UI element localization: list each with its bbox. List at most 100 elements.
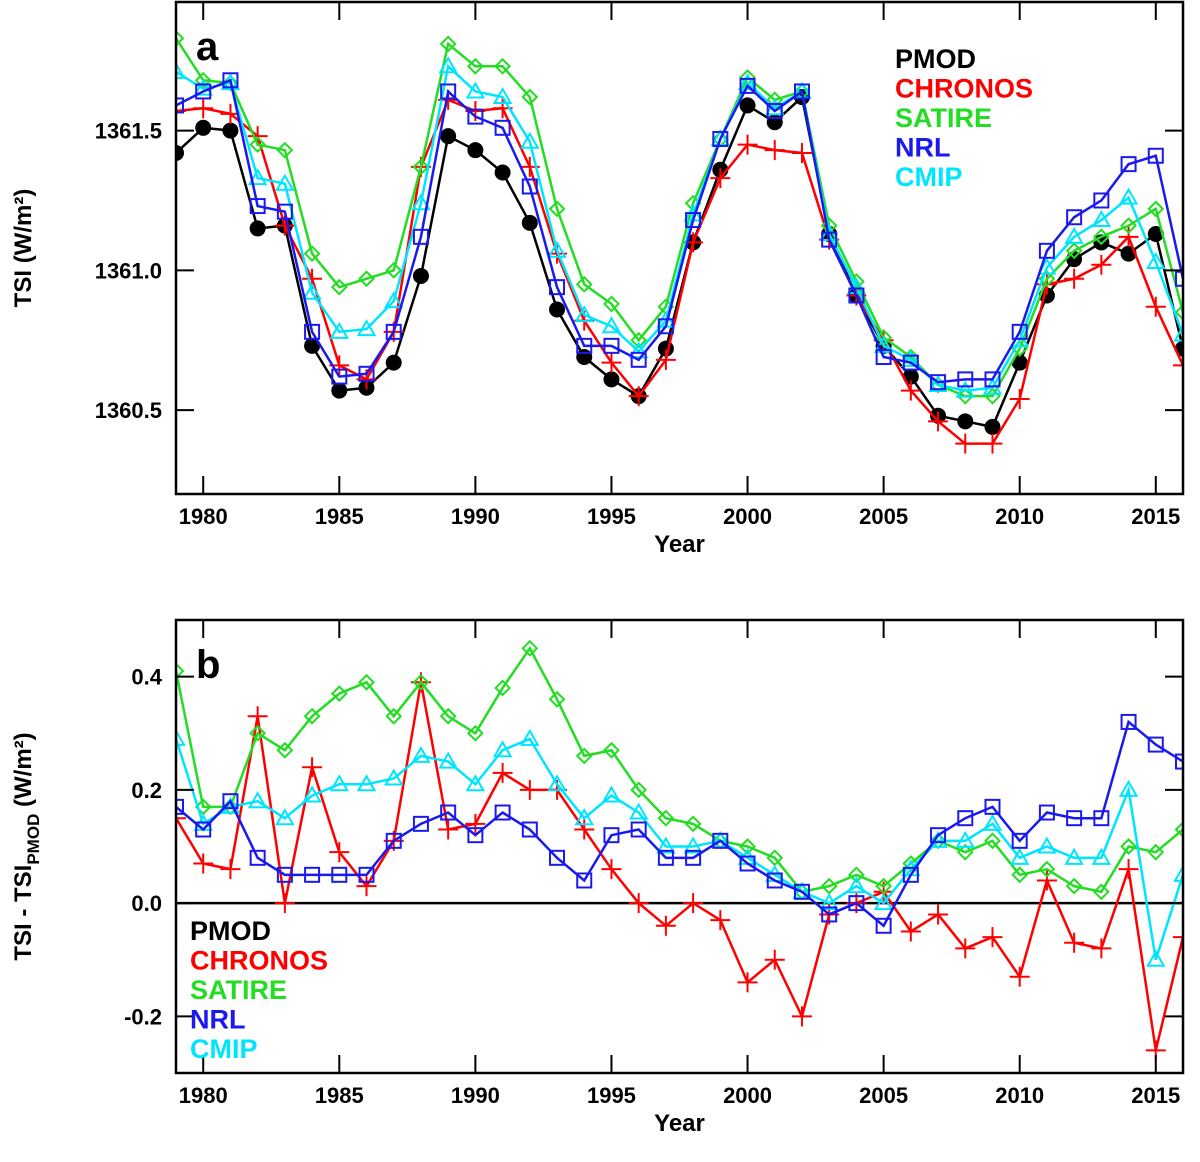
marker <box>1147 147 1164 164</box>
x-tick-label: 2015 <box>1131 1083 1180 1108</box>
marker <box>764 949 785 970</box>
marker <box>873 893 894 911</box>
marker <box>358 365 375 382</box>
marker <box>1065 877 1083 895</box>
marker <box>276 203 293 220</box>
marker <box>549 849 566 866</box>
marker <box>655 915 676 936</box>
marker <box>737 73 758 91</box>
marker <box>575 747 593 765</box>
marker <box>984 418 1001 435</box>
marker <box>249 849 266 866</box>
series-line <box>176 645 1183 894</box>
marker <box>438 751 458 769</box>
marker <box>956 387 974 405</box>
series-line <box>176 63 1183 392</box>
marker <box>494 679 512 697</box>
x-tick-label: 1985 <box>315 1083 364 1108</box>
series-line <box>176 78 1183 384</box>
marker <box>982 433 1003 454</box>
marker <box>1092 883 1110 901</box>
marker <box>928 411 949 432</box>
marker <box>331 368 348 385</box>
marker <box>412 815 429 832</box>
marker <box>764 140 785 161</box>
marker <box>1036 870 1057 891</box>
marker <box>1120 156 1137 173</box>
marker <box>467 142 484 159</box>
legend-entry: SATIRE <box>190 975 287 1005</box>
marker <box>574 305 594 323</box>
marker <box>411 193 431 211</box>
marker <box>384 768 404 786</box>
marker <box>303 707 321 725</box>
marker <box>247 168 268 186</box>
marker <box>412 267 429 284</box>
marker <box>955 938 976 959</box>
y-axis-label: TSI - TSIPMOD (W/m²) <box>10 732 43 960</box>
marker <box>984 798 1001 815</box>
marker <box>411 745 431 763</box>
marker <box>222 122 239 139</box>
marker <box>438 819 459 840</box>
legend-entry: CHRONOS <box>190 946 328 976</box>
marker <box>821 231 838 248</box>
x-tick-label: 2000 <box>723 504 772 529</box>
marker <box>930 374 947 391</box>
marker <box>1147 843 1165 861</box>
marker <box>900 921 921 942</box>
marker <box>1174 821 1183 838</box>
marker <box>519 779 540 800</box>
marker <box>984 832 1001 850</box>
marker <box>576 337 593 354</box>
marker <box>846 876 867 894</box>
marker <box>957 810 974 827</box>
marker <box>902 354 919 371</box>
marker <box>547 240 567 258</box>
marker <box>901 349 921 367</box>
marker <box>303 245 321 263</box>
marker <box>1009 966 1030 987</box>
x-axis-label: Year <box>654 1110 705 1137</box>
marker <box>875 349 892 366</box>
marker <box>603 741 620 759</box>
marker <box>574 819 595 840</box>
marker <box>1091 938 1112 959</box>
marker <box>739 855 756 872</box>
x-tick-label: 1985 <box>315 504 364 529</box>
y-tick-label: 0.0 <box>131 891 162 916</box>
marker <box>1038 860 1056 878</box>
marker <box>494 164 511 181</box>
marker <box>520 728 540 746</box>
x-tick-label: 1995 <box>587 504 636 529</box>
plot-frame <box>174 0 1185 496</box>
y-tick-label: 1360.5 <box>95 398 162 423</box>
legend-entry: CMIP <box>895 162 963 192</box>
marker <box>492 740 513 758</box>
marker <box>358 270 375 288</box>
marker <box>1120 838 1137 855</box>
marker <box>1037 836 1057 854</box>
marker <box>356 774 377 792</box>
plot-area <box>176 639 1183 1061</box>
marker <box>1147 736 1164 753</box>
marker <box>222 74 239 92</box>
marker <box>358 673 375 691</box>
marker <box>440 128 457 145</box>
marker <box>466 57 484 75</box>
marker <box>819 893 839 911</box>
marker <box>440 83 457 100</box>
marker <box>630 781 648 799</box>
marker <box>549 279 566 296</box>
marker <box>384 291 404 309</box>
marker <box>176 798 184 815</box>
marker <box>766 103 783 120</box>
marker <box>276 866 293 883</box>
marker <box>710 168 731 189</box>
marker <box>739 77 756 94</box>
marker <box>385 261 403 279</box>
marker <box>195 83 212 100</box>
marker <box>1118 859 1139 880</box>
panel-label: a <box>196 25 219 69</box>
panel-label: b <box>196 643 220 687</box>
